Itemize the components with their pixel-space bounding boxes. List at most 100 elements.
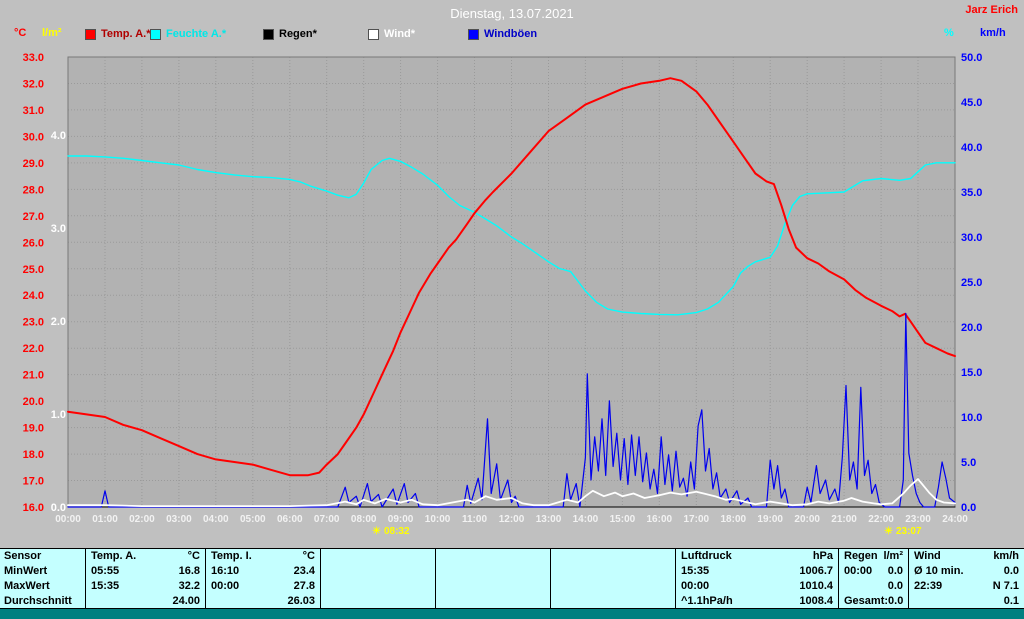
cell-value: km/h xyxy=(993,550,1019,562)
sunset-marker: ☀ 23:07 xyxy=(884,526,922,537)
series-feuchte-a-line xyxy=(67,155,956,316)
axis-tick-label: 30.0 xyxy=(961,232,982,244)
axis-tick-label: 0.0 xyxy=(961,502,976,514)
sunrise-marker: ☀ 08:32 xyxy=(372,526,410,537)
axis-tick-label: 05:00 xyxy=(240,514,266,525)
axis-tick-label: 00:00 xyxy=(55,514,81,525)
cell-value: 24.00 xyxy=(172,595,200,607)
axis-tick-label: 07:00 xyxy=(314,514,340,525)
axis-tick-label: 25.0 xyxy=(961,277,982,289)
table-cell xyxy=(435,579,550,594)
temp-a-swatch-icon xyxy=(85,28,96,40)
table-cell: 0.1 xyxy=(908,594,1024,609)
axis-tick-label: 20.0 xyxy=(23,396,44,408)
cell-time: Temp. I. xyxy=(211,550,252,562)
cell-value: N 7.1 xyxy=(992,580,1019,592)
table-row-durchschnitt: Durchschnitt 24.00 26.03 ^1.1hPa/h 1008.4 Ges… xyxy=(0,594,1024,609)
legend-item-feuchte-a: Feuchte A.* xyxy=(150,28,226,40)
legend: Temp. A.* Feuchte A.* Regen* Wind* Windböen xyxy=(0,28,940,42)
table-cell: 0.0 xyxy=(838,579,908,594)
table-cell: 26.03 xyxy=(205,594,320,609)
axis-tick-label: 10:00 xyxy=(425,514,451,525)
axis-tick-label: 15.0 xyxy=(961,367,982,379)
axis-tick-label: 26.0 xyxy=(23,237,44,249)
cell-time: 00:00 xyxy=(211,580,240,592)
series-windb-en-line xyxy=(67,312,956,508)
axis-tick-label: 16.0 xyxy=(23,502,44,514)
cell-time: Wind xyxy=(914,550,941,562)
table-cell xyxy=(320,549,435,564)
windb-en-swatch-icon xyxy=(468,28,479,40)
cell-time: Ø 10 min. xyxy=(914,565,964,577)
sun-icon: ☀ xyxy=(372,525,381,537)
cell-time: 22:39 xyxy=(914,580,943,592)
table-cell: 22:39 N 7.1 xyxy=(908,579,1024,594)
cell-value: 1008.4 xyxy=(799,595,833,607)
wind-swatch-icon xyxy=(368,28,379,40)
axis-tick-label: 33.0 xyxy=(23,52,44,64)
axis-tick-label: 12:00 xyxy=(499,514,525,525)
table-cell: Temp. A. °C xyxy=(85,549,205,564)
table-cell: ^1.1hPa/h 1008.4 xyxy=(675,594,838,609)
axis-tick-label: 18:00 xyxy=(721,514,747,525)
axis-tick-label: 0.0 xyxy=(51,502,66,514)
cell-time: 00:00 xyxy=(844,565,873,577)
table-cell: Wind km/h xyxy=(908,549,1024,564)
axis-unit-rain: l/m² xyxy=(42,27,62,39)
axis-tick-label: 2.0 xyxy=(51,316,66,328)
cell-time: 15:35 xyxy=(91,580,120,592)
cell-time: Temp. A. xyxy=(91,550,137,562)
cell-value: 0.1 xyxy=(1003,595,1019,607)
legend-item-regen: Regen* xyxy=(263,28,317,40)
axis-tick-label: 23:00 xyxy=(905,514,931,525)
axis-tick-label: 24:00 xyxy=(942,514,968,525)
sunset-time: 23:07 xyxy=(895,526,922,537)
axis-tick-label: 20.0 xyxy=(961,322,982,334)
table-cell xyxy=(435,549,550,564)
sunrise-time: 08:32 xyxy=(383,526,410,537)
row-label: Sensor xyxy=(4,550,42,562)
axis-tick-label: 17.0 xyxy=(23,476,44,488)
table-cell: Gesamt: 0.0 xyxy=(838,594,908,609)
axis-tick-label: 02:00 xyxy=(129,514,155,525)
cell-time: 00:00 xyxy=(681,580,710,592)
cell-time: 15:35 xyxy=(681,565,710,577)
chart-canvas[interactable]: 33.0 32.0 31.0 30.0 29.0 28.0 27.0 26.0 25.0 24.0… xyxy=(0,0,1024,548)
table-cell: Luftdruck hPa xyxy=(675,549,838,564)
axis-tick-label: 24.0 xyxy=(23,290,44,302)
axis-tick-label: 20:00 xyxy=(794,514,820,525)
cell-value: hPa xyxy=(812,550,833,562)
axis-tick-label: 25.0 xyxy=(23,264,44,276)
legend-label: Feuchte A.* xyxy=(166,28,227,40)
table-cell xyxy=(320,594,435,609)
axis-tick-label: 22:00 xyxy=(868,514,894,525)
cell-value: 0.0 xyxy=(887,565,903,577)
table-cell: Ø 10 min. 0.0 xyxy=(908,564,1024,579)
axis-tick-label: 32.0 xyxy=(23,78,44,90)
table-cell: 00:00 27.8 xyxy=(205,579,320,594)
axis-tick-label: 40.0 xyxy=(961,142,982,154)
table-cell: 16:10 23.4 xyxy=(205,564,320,579)
cell-value: 32.2 xyxy=(178,580,200,592)
axis-tick-label: 19.0 xyxy=(23,423,44,435)
table-cell xyxy=(435,564,550,579)
cell-value: 0.0 xyxy=(1003,565,1019,577)
row-label: MaxWert xyxy=(4,580,50,592)
axis-tick-label: 01:00 xyxy=(92,514,118,525)
cell-value: 0.0 xyxy=(887,580,903,592)
axis-tick-label: 16:00 xyxy=(647,514,673,525)
legend-item-windb-en: Windböen xyxy=(468,28,537,40)
cell-time: Gesamt: xyxy=(844,595,889,607)
axis-tick-label: 50.0 xyxy=(961,52,982,64)
table-cell: 00:00 1010.4 xyxy=(675,579,838,594)
cell-time: 05:55 xyxy=(91,565,120,577)
table-cell xyxy=(550,579,675,594)
legend-label: Regen* xyxy=(279,28,317,40)
status-strip xyxy=(0,608,1024,619)
table-row-sensor: Sensor Temp. A. °C Temp. I. °C Luftdruck hPa Re… xyxy=(0,549,1024,564)
table-cell xyxy=(550,549,675,564)
axis-tick-label: 06:00 xyxy=(277,514,303,525)
row-label: Durchschnitt xyxy=(4,595,72,607)
axis-tick-label: 45.0 xyxy=(961,97,982,109)
row-label: MinWert xyxy=(4,565,48,577)
